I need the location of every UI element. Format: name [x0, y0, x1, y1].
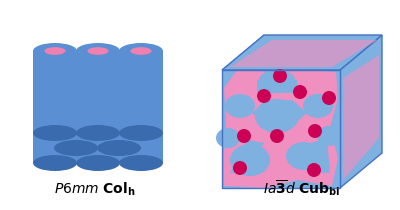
Polygon shape [76, 51, 120, 133]
Ellipse shape [119, 73, 163, 89]
Ellipse shape [76, 125, 120, 141]
Ellipse shape [44, 47, 66, 55]
Ellipse shape [108, 62, 130, 70]
Ellipse shape [216, 128, 240, 148]
Ellipse shape [97, 140, 141, 156]
Polygon shape [340, 35, 382, 188]
Ellipse shape [119, 43, 163, 59]
Ellipse shape [33, 73, 77, 89]
Ellipse shape [119, 155, 163, 171]
Polygon shape [230, 40, 377, 67]
Polygon shape [119, 81, 163, 163]
Text: $\it{P}$6$\it{mm}$ $\mathbf{Col_h}$: $\it{P}$6$\it{mm}$ $\mathbf{Col_h}$ [54, 181, 136, 198]
Circle shape [273, 69, 287, 83]
Ellipse shape [76, 43, 120, 59]
Circle shape [308, 124, 322, 138]
Ellipse shape [259, 70, 295, 90]
Ellipse shape [33, 155, 77, 171]
Ellipse shape [54, 58, 98, 74]
Polygon shape [224, 70, 338, 188]
Polygon shape [33, 81, 77, 163]
Polygon shape [257, 80, 297, 93]
Polygon shape [33, 51, 77, 133]
Ellipse shape [44, 77, 66, 85]
Text: $\it{Ia}\overline{\mathbf{3}}\it{d}$ $\mathbf{Cub_{bi}}$: $\it{Ia}\overline{\mathbf{3}}\it{d}$ $\m… [263, 178, 341, 198]
Ellipse shape [225, 94, 255, 118]
Polygon shape [54, 66, 98, 148]
Circle shape [307, 163, 321, 177]
Ellipse shape [119, 125, 163, 141]
Ellipse shape [130, 47, 152, 55]
Circle shape [237, 129, 251, 143]
Ellipse shape [66, 62, 86, 70]
Polygon shape [76, 81, 120, 163]
Ellipse shape [303, 94, 333, 118]
Polygon shape [311, 138, 330, 173]
Polygon shape [230, 140, 264, 173]
Circle shape [293, 85, 307, 99]
Polygon shape [222, 70, 340, 188]
Ellipse shape [33, 43, 77, 59]
Ellipse shape [76, 73, 120, 89]
Ellipse shape [97, 58, 141, 74]
Circle shape [257, 89, 271, 103]
Circle shape [233, 161, 247, 175]
Polygon shape [343, 55, 379, 180]
Ellipse shape [88, 47, 108, 55]
Polygon shape [97, 66, 141, 148]
Ellipse shape [317, 126, 341, 146]
Ellipse shape [88, 77, 108, 85]
Ellipse shape [33, 125, 77, 141]
Ellipse shape [76, 155, 120, 171]
Polygon shape [252, 100, 307, 126]
Ellipse shape [54, 140, 98, 156]
Ellipse shape [230, 144, 270, 176]
Polygon shape [222, 35, 382, 70]
Ellipse shape [286, 142, 322, 170]
Circle shape [322, 91, 336, 105]
Polygon shape [119, 51, 163, 133]
Circle shape [270, 129, 284, 143]
Ellipse shape [130, 77, 152, 85]
Ellipse shape [255, 99, 299, 133]
